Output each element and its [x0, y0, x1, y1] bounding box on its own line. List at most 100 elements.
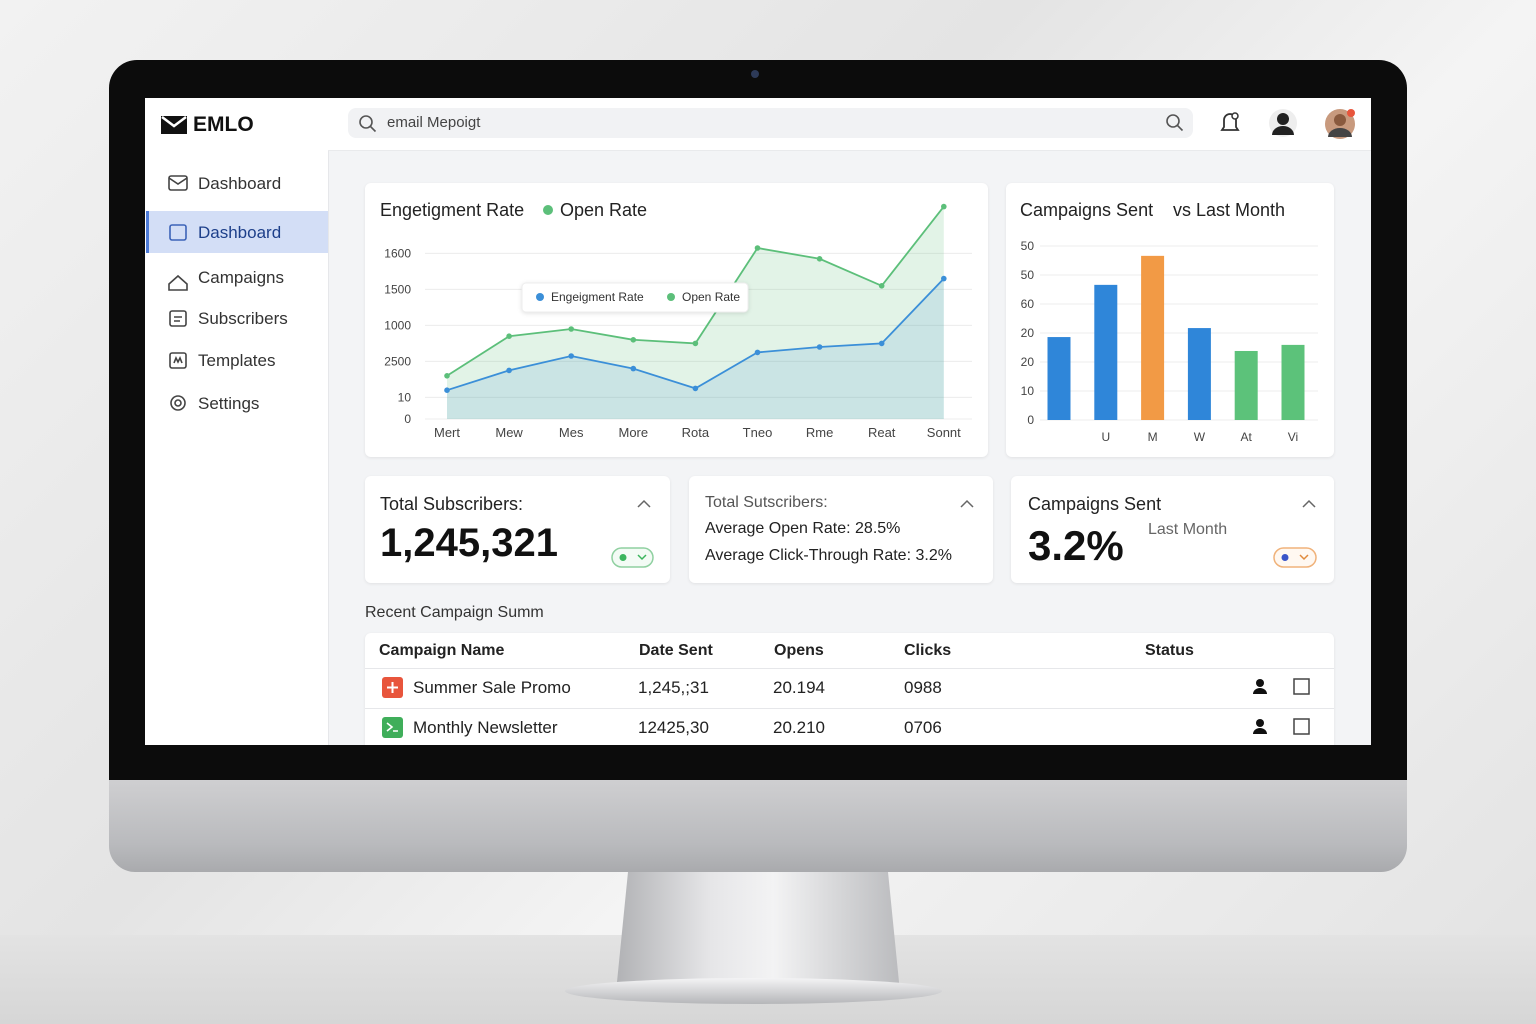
- point: [878, 283, 885, 289]
- point: [754, 245, 761, 251]
- nav-item[interactable]: Subscribers: [198, 309, 288, 328]
- chart-title: Engetigment Rate: [380, 200, 524, 220]
- nav-icons: [168, 175, 188, 411]
- point: [506, 333, 512, 340]
- legend-dot: [667, 293, 675, 301]
- legend-label: Engeigment Rate: [551, 290, 644, 304]
- bar: [1187, 328, 1211, 420]
- monitor-stand: [616, 872, 900, 992]
- row-divider: [365, 668, 1334, 669]
- point: [444, 373, 450, 379]
- x-tick-label: W: [1194, 430, 1206, 444]
- kpi-line: Average Open Rate: 28.5%: [705, 520, 901, 537]
- cell: 20.210: [773, 718, 825, 737]
- kpi-value: 1,245,321: [380, 521, 558, 565]
- search-placeholder: email Mepoigt: [387, 114, 481, 131]
- y-tick-label: 20: [1021, 355, 1035, 369]
- active-nav: [146, 211, 328, 253]
- x-tick-label: At: [1241, 430, 1253, 444]
- kpi-label: Total Sutscribers:: [705, 494, 828, 511]
- point: [754, 349, 761, 356]
- charts: Engetigment Rate Open Rate 0 10 2500 1000 1500…: [380, 200, 1318, 444]
- y-tick-label: 2500: [384, 354, 411, 368]
- point: [630, 337, 637, 343]
- kpi-label: Campaigns Sent: [1028, 494, 1162, 514]
- area: [447, 278, 944, 419]
- x-tick-label: Reat: [868, 425, 896, 440]
- bar: [1141, 255, 1165, 420]
- legend-label: Open Rate: [560, 200, 647, 220]
- camera: [751, 70, 759, 78]
- search-bar[interactable]: [348, 108, 1193, 138]
- kpi-label: Total Subscribers:: [380, 494, 524, 514]
- column-header: Clicks: [904, 642, 952, 659]
- notification-icon[interactable]: [1218, 110, 1242, 136]
- legend-label: Open Rate: [682, 290, 740, 304]
- chart-title: Campaigns Sent: [1020, 200, 1153, 220]
- nav-item[interactable]: Templates: [198, 351, 276, 370]
- x-tick-label: M: [1148, 430, 1158, 444]
- monitor-chin: [109, 780, 1407, 872]
- y-tick-label: 1500: [384, 282, 411, 296]
- point: [444, 387, 450, 394]
- legend-dot: [543, 205, 553, 215]
- nav-item[interactable]: Dashboard: [198, 223, 282, 242]
- column-header: Campaign Name: [379, 642, 505, 659]
- cell: 1,245,;31: [638, 678, 709, 697]
- point: [941, 203, 947, 210]
- screen-content: EMLO Dashboard Dashboard Campaigns Subsc…: [145, 98, 1371, 745]
- search-icon[interactable]: [1165, 113, 1185, 133]
- sidebar: [145, 98, 329, 745]
- nav-item[interactable]: Settings: [198, 394, 260, 413]
- x-tick-label: Tneo: [743, 425, 773, 440]
- kpi-controls: [611, 499, 1317, 568]
- y-tick-label: 1600: [384, 246, 411, 260]
- kpi-note: Last Month: [1148, 521, 1228, 538]
- row-divider: [365, 708, 1334, 709]
- column-header: Opens: [774, 642, 824, 659]
- engagement-card: [365, 183, 988, 457]
- y-tick-label: 50: [1021, 268, 1035, 282]
- x-tick-label: Mes: [559, 425, 584, 440]
- kpi-line: Average Click-Through Rate: 3.2%: [705, 547, 952, 564]
- x-tick-label: More: [618, 425, 648, 440]
- point: [692, 340, 699, 347]
- x-tick-label: Mew: [495, 425, 523, 440]
- column-header: Date Sent: [639, 642, 713, 659]
- avatar[interactable]: [1324, 108, 1356, 140]
- nav-item[interactable]: Campaigns: [198, 268, 284, 287]
- point: [630, 365, 637, 372]
- brand: EMLO: [193, 113, 254, 136]
- avatar[interactable]: [1268, 108, 1298, 138]
- cell: 20.194: [773, 678, 825, 697]
- campaign-table: [365, 633, 1334, 745]
- bar: [1281, 344, 1305, 420]
- point: [941, 275, 947, 282]
- point: [568, 353, 574, 359]
- cell: Monthly Newsletter: [413, 718, 558, 737]
- cell: 12425,30: [638, 718, 709, 737]
- x-tick-label: Rota: [682, 425, 710, 440]
- bar: [1234, 350, 1258, 420]
- x-tick-label: Mert: [434, 425, 460, 440]
- table-title: Recent Campaign Summ: [365, 604, 544, 621]
- cell: 0706: [904, 718, 942, 737]
- screen: EMLO Dashboard Dashboard Campaigns Subsc…: [145, 98, 1371, 745]
- y-tick-label: 20: [1021, 326, 1035, 340]
- nav-item[interactable]: Dashboard: [198, 174, 282, 193]
- y-tick-label: 10: [1021, 384, 1035, 398]
- x-tick-label: Sonnt: [927, 425, 961, 440]
- x-tick-label: U: [1101, 430, 1110, 444]
- x-tick-label: Rme: [806, 425, 833, 440]
- point: [816, 344, 823, 350]
- legend-box: [521, 282, 749, 313]
- monitor-base: [565, 978, 942, 1004]
- chart-subtitle: vs Last Month: [1173, 200, 1285, 220]
- row-icons: [382, 677, 1310, 738]
- column-header: Status: [1145, 642, 1194, 659]
- kpi-value: 3.2%: [1028, 522, 1124, 569]
- cell: 0988: [904, 678, 942, 697]
- cell: Summer Sale Promo: [413, 678, 571, 697]
- logo-icon: [161, 116, 187, 134]
- point: [816, 255, 823, 262]
